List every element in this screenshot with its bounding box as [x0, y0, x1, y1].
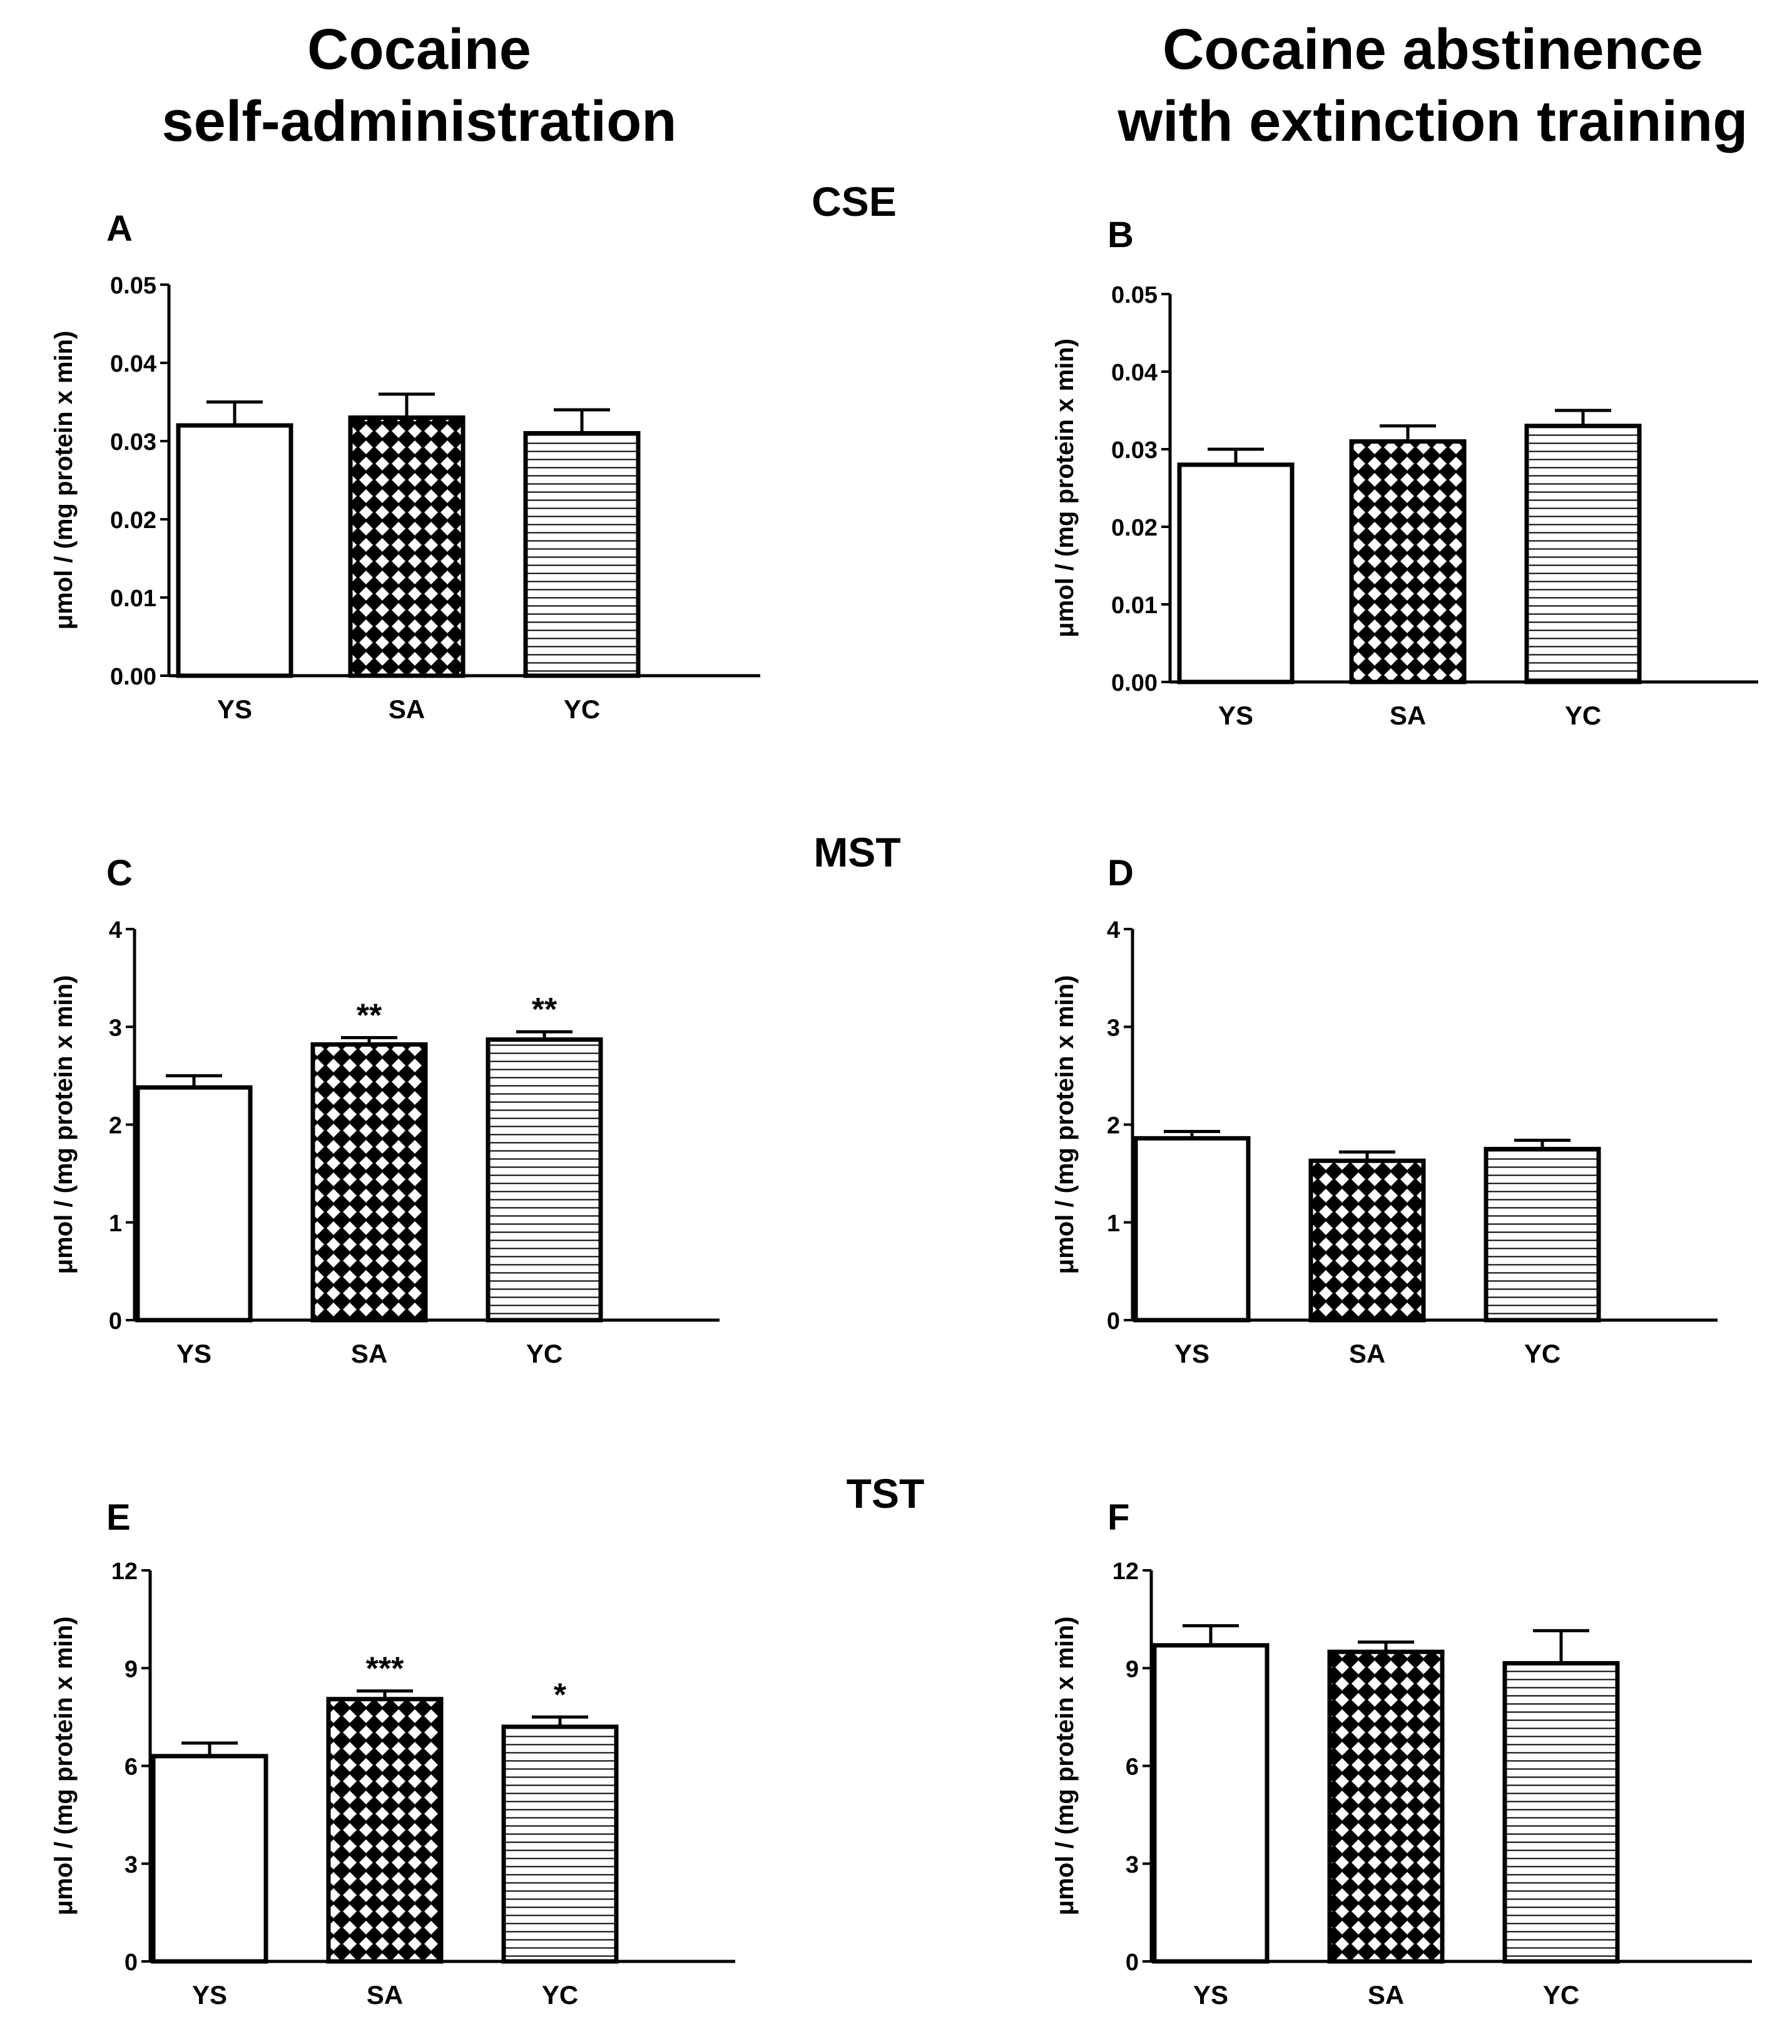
x-tick-label-d-ys: YS — [1174, 1339, 1209, 1368]
bar-b-ys — [1177, 462, 1295, 684]
bar-f-sa — [1327, 1649, 1445, 1964]
y-tick-label-c-3: 3 — [109, 1015, 122, 1041]
panel-letter-d: D — [1107, 853, 1134, 893]
x-tick-label-e-yc: YC — [542, 1980, 578, 2010]
bar-e-sa — [326, 1697, 444, 1964]
y-tick-label-a-1: 0.01 — [110, 586, 156, 612]
y-tick-label-c-4: 4 — [109, 917, 122, 943]
y-tick-label-e-4: 12 — [111, 1558, 138, 1585]
x-tick-label-e-sa: SA — [367, 1980, 403, 2010]
bar-a-yc — [523, 431, 641, 678]
x-tick-label-f-ys: YS — [1193, 1980, 1228, 2010]
row-title-cse: CSE — [812, 178, 897, 225]
y-tick-label-a-0: 0.00 — [110, 664, 156, 690]
y-tick-label-c-2: 2 — [109, 1113, 122, 1139]
bar-b-sa — [1349, 439, 1467, 684]
significance-c-yc: ** — [532, 992, 557, 1028]
y-tick-label-e-0: 0 — [125, 1950, 138, 1976]
bar-b-yc — [1524, 424, 1642, 684]
bar-c-yc — [486, 1037, 603, 1323]
x-tick-label-b-sa: SA — [1390, 701, 1426, 730]
y-tick-label-b-4: 0.04 — [1111, 360, 1158, 386]
col-header-left-line1: Cocaine — [307, 18, 531, 81]
panel-letter-f: F — [1107, 1497, 1129, 1538]
bar-d-yc — [1484, 1147, 1601, 1323]
y-tick-label-d-2: 2 — [1107, 1113, 1120, 1139]
y-tick-label-d-3: 3 — [1107, 1015, 1120, 1041]
x-tick-label-e-ys: YS — [192, 1980, 227, 2010]
y-tick-label-f-4: 12 — [1112, 1558, 1139, 1585]
y-axis-label-f: μmol / (mg protein x min) — [1051, 1617, 1079, 1916]
bar-d-sa — [1308, 1158, 1426, 1323]
y-tick-label-e-3: 9 — [125, 1656, 138, 1682]
y-tick-label-a-5: 0.05 — [110, 273, 156, 299]
y-tick-label-c-1: 1 — [109, 1211, 122, 1237]
y-tick-label-b-1: 0.01 — [1111, 592, 1158, 619]
y-tick-label-d-0: 0 — [1107, 1308, 1120, 1335]
y-tick-label-f-0: 0 — [1126, 1950, 1139, 1976]
x-tick-label-a-sa: SA — [389, 694, 425, 724]
panel-letter-a: A — [106, 208, 133, 249]
significance-e-sa: *** — [366, 1651, 404, 1687]
y-axis-label-d: μmol / (mg protein x min) — [1051, 975, 1079, 1274]
y-tick-label-d-1: 1 — [1107, 1211, 1120, 1237]
significance-c-sa: ** — [357, 997, 382, 1034]
y-tick-label-b-2: 0.02 — [1111, 515, 1158, 541]
col-header-right-line1: Cocaine abstinence — [1163, 18, 1703, 81]
x-tick-label-f-sa: SA — [1368, 1980, 1404, 2010]
x-tick-label-a-yc: YC — [564, 694, 600, 724]
significance-e-yc: * — [554, 1677, 567, 1713]
bar-e-yc — [501, 1724, 619, 1964]
y-axis-label-c: μmol / (mg protein x min) — [50, 975, 78, 1274]
x-tick-label-c-sa: SA — [351, 1339, 387, 1368]
y-tick-label-e-1: 3 — [125, 1852, 138, 1878]
y-axis-label-e: μmol / (mg protein x min) — [50, 1617, 78, 1916]
bar-a-ys — [176, 423, 293, 678]
row-title-mst: MST — [813, 829, 900, 875]
x-tick-label-c-yc: YC — [526, 1339, 563, 1368]
y-tick-label-a-4: 0.04 — [110, 351, 156, 377]
y-axis-label-a: μmol / (mg protein x min) — [50, 331, 78, 630]
y-tick-label-b-5: 0.05 — [1111, 282, 1158, 308]
y-tick-label-a-3: 0.03 — [110, 429, 156, 455]
row-title-tst: TST — [847, 1470, 925, 1517]
bar-f-ys — [1152, 1643, 1270, 1964]
x-tick-label-b-yc: YC — [1565, 701, 1601, 730]
bar-a-sa — [348, 415, 466, 678]
panel-letter-b: B — [1107, 215, 1134, 255]
col-header-right-line2: with extinction training — [1117, 89, 1748, 153]
col-header-left-line2: self-administration — [161, 89, 676, 153]
bar-c-ys — [135, 1085, 253, 1323]
x-tick-label-f-yc: YC — [1543, 1980, 1579, 2010]
panel-letter-c: C — [106, 853, 133, 893]
panel-letter-e: E — [106, 1497, 131, 1538]
y-tick-label-f-1: 3 — [1126, 1852, 1139, 1878]
x-tick-label-c-ys: YS — [176, 1339, 211, 1368]
bar-c-sa — [310, 1042, 428, 1323]
bar-e-ys — [151, 1754, 268, 1964]
bar-d-ys — [1133, 1136, 1251, 1323]
y-tick-label-b-0: 0.00 — [1111, 670, 1158, 696]
bar-f-yc — [1502, 1660, 1620, 1964]
y-tick-label-b-3: 0.03 — [1111, 437, 1158, 464]
x-tick-label-b-ys: YS — [1218, 701, 1253, 730]
y-tick-label-c-0: 0 — [109, 1308, 122, 1335]
x-tick-label-a-ys: YS — [217, 694, 252, 724]
y-tick-label-d-4: 4 — [1107, 917, 1120, 943]
y-tick-label-e-2: 6 — [125, 1754, 138, 1781]
x-tick-label-d-sa: SA — [1349, 1339, 1385, 1368]
x-tick-label-d-yc: YC — [1524, 1339, 1560, 1368]
y-axis-label-b: μmol / (mg protein x min) — [1051, 338, 1079, 638]
y-tick-label-f-3: 9 — [1126, 1656, 1139, 1682]
y-tick-label-a-2: 0.02 — [110, 507, 156, 534]
y-tick-label-f-2: 6 — [1126, 1754, 1139, 1781]
